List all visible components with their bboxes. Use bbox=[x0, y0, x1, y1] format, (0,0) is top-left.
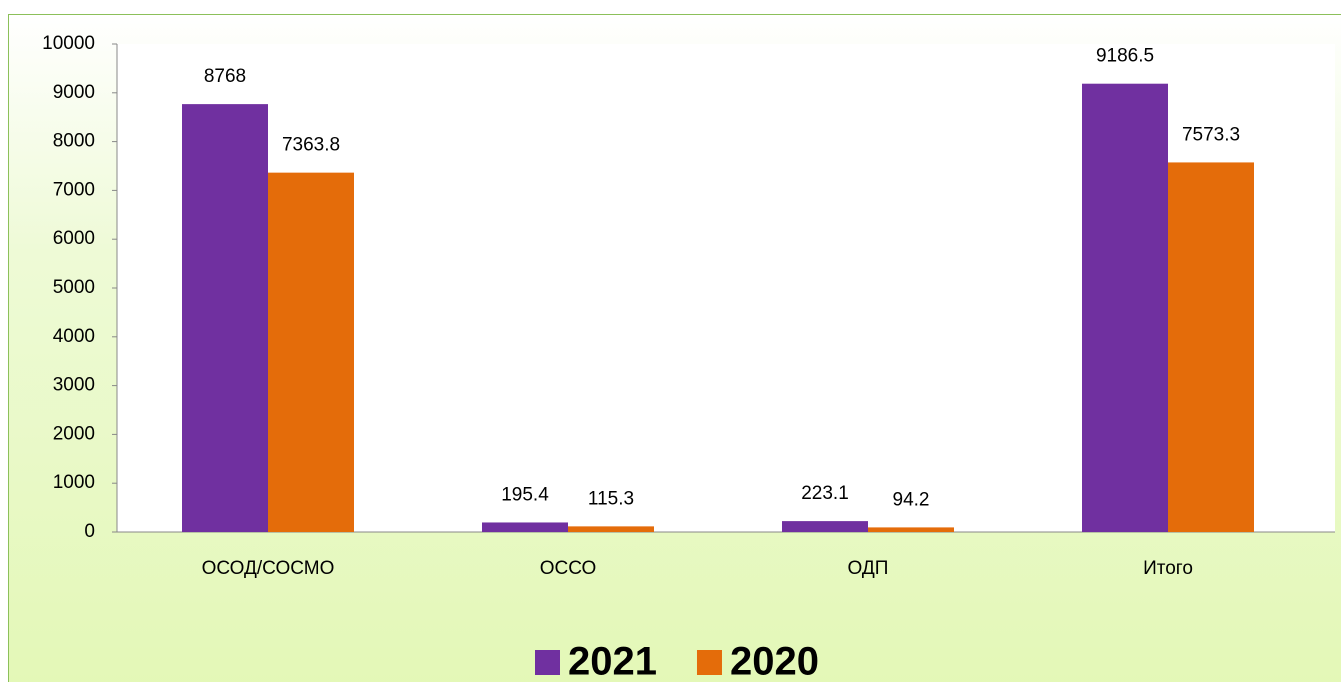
y-tick-label: 0 bbox=[84, 521, 95, 542]
x-tick-label: Итого bbox=[1143, 558, 1193, 579]
x-tick-label: ОДП bbox=[848, 558, 889, 579]
y-tick-label: 8000 bbox=[53, 131, 95, 152]
y-tick-label: 6000 bbox=[53, 228, 95, 249]
data-label: 195.4 bbox=[501, 484, 549, 505]
legend-label: 2020 bbox=[730, 640, 819, 682]
x-tick-label: ОСОД/СОСМО bbox=[202, 558, 335, 579]
bar bbox=[868, 527, 954, 532]
data-label: 7363.8 bbox=[282, 135, 340, 156]
data-label: 8768 bbox=[204, 66, 246, 87]
data-label: 9186.5 bbox=[1096, 46, 1154, 67]
y-tick-label: 5000 bbox=[53, 277, 95, 298]
y-tick-label: 10000 bbox=[42, 33, 95, 54]
y-tick-label: 3000 bbox=[53, 375, 95, 396]
legend-label: 2021 bbox=[568, 640, 657, 682]
data-label: 115.3 bbox=[588, 488, 634, 509]
y-tick-label: 4000 bbox=[53, 326, 95, 347]
bar bbox=[1082, 84, 1168, 532]
x-tick-label: ОССО bbox=[540, 558, 597, 579]
y-tick-label: 1000 bbox=[53, 472, 95, 493]
y-tick-label: 2000 bbox=[53, 423, 95, 444]
bar bbox=[1168, 162, 1254, 532]
bar bbox=[568, 526, 654, 532]
y-tick-label: 7000 bbox=[53, 179, 95, 200]
data-label: 94.2 bbox=[893, 489, 930, 510]
data-label: 7573.3 bbox=[1182, 124, 1240, 145]
data-label: 223.1 bbox=[801, 483, 849, 504]
bar bbox=[268, 173, 354, 532]
bar bbox=[782, 521, 868, 532]
bar bbox=[482, 522, 568, 532]
y-tick-label: 9000 bbox=[53, 82, 95, 103]
legend-swatch bbox=[697, 650, 722, 675]
legend-swatch bbox=[535, 650, 560, 675]
bar bbox=[182, 104, 268, 532]
